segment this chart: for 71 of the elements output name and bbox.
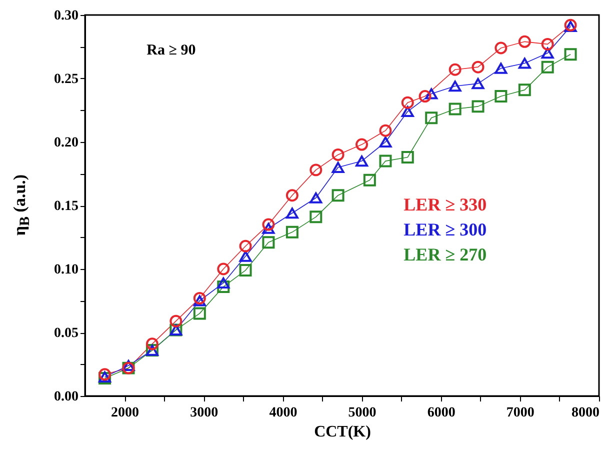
text: LER ≥ 300: [404, 220, 487, 240]
x-tick-label: 8000: [572, 406, 600, 420]
point: [286, 208, 298, 219]
y-tick-label: 0.30: [54, 8, 78, 24]
point: [518, 58, 531, 69]
x-tick-label: 4000: [269, 406, 298, 420]
point: [472, 100, 484, 113]
x-tick-label: 7000: [506, 406, 534, 420]
x-tick-label: 5000: [348, 406, 376, 420]
point: [401, 96, 414, 109]
y-tick-label: 0.00: [54, 390, 78, 404]
point: [193, 292, 206, 304]
point: [310, 210, 322, 224]
point: [332, 162, 344, 173]
point: [310, 192, 322, 204]
x-axis-title: CCT(K): [314, 424, 371, 440]
point: [472, 78, 484, 90]
point: [170, 314, 182, 328]
point: [541, 60, 554, 74]
point: [217, 277, 230, 289]
point: [262, 218, 275, 231]
point: [122, 360, 135, 372]
y-tick-label: 0.05: [54, 326, 78, 341]
point: [262, 222, 275, 234]
point: [356, 138, 368, 151]
point: [363, 174, 376, 186]
point: [518, 84, 531, 96]
point: [494, 90, 508, 103]
point: [310, 164, 322, 176]
y-tick-label: 0.10: [54, 262, 78, 278]
annotation: Ra ≥ 90: [146, 42, 196, 58]
point: [425, 112, 438, 124]
point: [564, 48, 577, 61]
point: [472, 60, 484, 74]
point: [541, 38, 554, 50]
point: [332, 189, 344, 202]
point: [262, 236, 275, 249]
point: [379, 154, 392, 168]
point: [379, 136, 392, 148]
point: [193, 307, 206, 320]
y-tick-label: 0.20: [54, 136, 78, 150]
y-tick-label: 0.15: [54, 199, 78, 214]
text: LER ≥ 330: [404, 194, 487, 214]
point: [448, 63, 462, 76]
point: [217, 262, 230, 276]
x-tick-label: 2000: [111, 406, 140, 420]
point: [494, 62, 508, 74]
y-tick-label: 0.25: [54, 72, 78, 87]
point: [494, 42, 508, 54]
x-tick-label: 6000: [427, 406, 456, 420]
point: [541, 48, 554, 59]
point: [448, 80, 462, 92]
point: [239, 264, 252, 277]
point: [193, 295, 206, 306]
point: [356, 156, 368, 167]
point: [332, 148, 344, 161]
point: [146, 338, 158, 350]
point: [286, 226, 298, 238]
point: [379, 124, 392, 137]
point: [401, 106, 414, 118]
point: [401, 150, 414, 164]
point: [518, 35, 531, 48]
text: LER ≥ 270: [404, 244, 487, 264]
x-tick-label: 3000: [190, 406, 218, 420]
point: [239, 240, 252, 252]
point: [286, 189, 298, 202]
point: [217, 280, 230, 294]
point: [448, 102, 462, 116]
point: [425, 88, 438, 100]
point: [418, 90, 432, 103]
point: [239, 250, 252, 262]
